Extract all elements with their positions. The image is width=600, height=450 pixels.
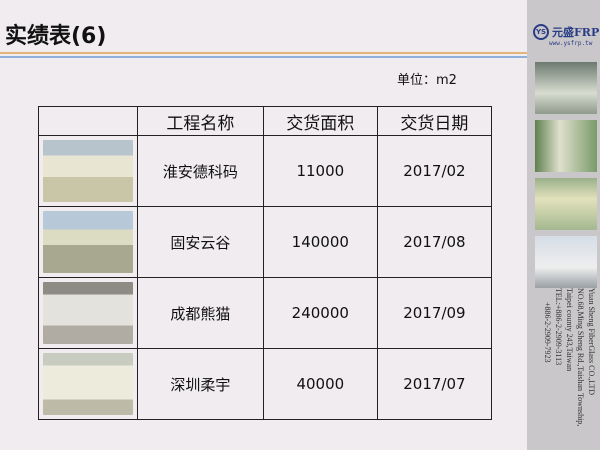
delivery-date: 2017/08 (376, 206, 493, 278)
unit-label: 单位：m2 (397, 73, 457, 88)
title-divider-blue (0, 56, 527, 58)
table-header-row: 工程名称 交货面积 交货日期 (38, 106, 493, 136)
project-name: 淮安德科码 (137, 135, 264, 207)
delivery-date: 2017/07 (376, 348, 493, 420)
delivery-date: 2017/09 (376, 277, 493, 349)
project-photo (38, 206, 138, 278)
header-area: 交货面积 (262, 106, 378, 136)
delivery-date: 2017/02 (376, 135, 493, 207)
sidebar-photo (535, 236, 597, 288)
address-line: TEL:+886-2-2909-3113 (554, 288, 563, 366)
address-line: Yuan Sheng FiberGlass CO.,LTD (587, 288, 596, 396)
performance-table: 工程名称 交货面积 交货日期 淮安德科码 11000 2017/02 固安云谷 … (38, 106, 493, 420)
company-address: Yuan Sheng FiberGlass CO.,LTD NO.68,Ming… (529, 288, 597, 448)
delivery-area: 40000 (262, 348, 378, 420)
table-row: 成都熊猫 240000 2017/09 (38, 277, 493, 349)
ys-logo-icon: YS (533, 24, 549, 40)
address-line: NO.68,Ming Sheng Rd.,Taishan Township, (576, 288, 585, 427)
table-row: 淮安德科码 11000 2017/02 (38, 135, 493, 207)
title-divider-orange (0, 52, 527, 54)
header-date: 交货日期 (376, 106, 493, 136)
project-photo (38, 348, 138, 420)
sidebar-photo (535, 62, 597, 114)
project-name: 深圳柔宇 (137, 348, 264, 420)
sidebar-photo (535, 120, 597, 172)
right-sidebar: YS 元盛FRP www.ysfrp.tw Yuan Sheng FiberGl… (527, 0, 600, 450)
table-row: 深圳柔宇 40000 2017/07 (38, 348, 493, 420)
project-photo (38, 135, 138, 207)
address-line: Taipei county 243,Taiwan (565, 288, 574, 372)
header-project-name: 工程名称 (137, 106, 264, 136)
header-photo (38, 106, 138, 136)
address-line: +886-2-2909-7923 (543, 302, 552, 363)
project-name: 成都熊猫 (137, 277, 264, 349)
project-name: 固安云谷 (137, 206, 264, 278)
table-row: 固安云谷 140000 2017/08 (38, 206, 493, 278)
company-logo: YS 元盛FRP (533, 24, 599, 40)
website: www.ysfrp.tw (549, 40, 593, 47)
brand-name: 元盛FRP (552, 26, 600, 39)
page-title: 实绩表(6) (5, 24, 107, 49)
sidebar-photo (535, 178, 597, 230)
delivery-area: 240000 (262, 277, 378, 349)
delivery-area: 11000 (262, 135, 378, 207)
project-photo (38, 277, 138, 349)
delivery-area: 140000 (262, 206, 378, 278)
